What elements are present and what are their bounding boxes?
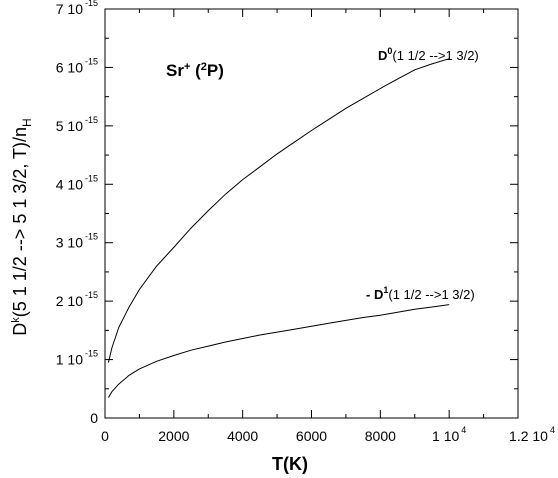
x-tick-label: 8000 (365, 428, 396, 444)
y-tick-label: 5 10 -15 (56, 115, 98, 134)
series-1-line (107, 304, 450, 398)
x-tick-label: 0 (101, 428, 109, 444)
x-tick-label: 1.2 10 4 (509, 425, 555, 444)
y-tick-label: 3 10 -15 (56, 232, 98, 251)
y-axis-label: Dk(5 1 1/2 --> 5 1 3/2, T)/nH (10, 118, 34, 335)
y-tick-label: 6 10 -15 (56, 56, 98, 75)
series-1-label: - D1(1 1/2 -->1 3/2) (366, 285, 475, 302)
x-tick-label: 2000 (158, 428, 189, 444)
x-tick-label: 4000 (227, 428, 258, 444)
chart-title: Sr+ (2P) (166, 61, 224, 80)
y-tick-label: 2 10 -15 (56, 290, 98, 309)
y-tick-label: 7 10 -15 (56, 0, 98, 17)
series-layer (107, 58, 450, 398)
x-tick-label: 6000 (296, 428, 327, 444)
chart-title-sup: 2 (201, 61, 207, 73)
x-axis-label: T(K) (272, 454, 308, 474)
chart-title-charge: + (184, 61, 190, 73)
y-tick-label: 0 (90, 410, 98, 426)
series-0-label: D0(1 1/2 -->1 3/2) (378, 46, 479, 63)
x-tick-label: 1 10 4 (432, 425, 466, 444)
y-tick-label: 4 10 -15 (56, 173, 98, 192)
axis-ticks: 0 1 10 -15 2 10 -15 3 10 -15 4 10 -15 5 10 -15 6 10… (56, 0, 555, 444)
y-tick-label: 1 10 -15 (56, 349, 98, 368)
series-0-line (107, 58, 450, 363)
